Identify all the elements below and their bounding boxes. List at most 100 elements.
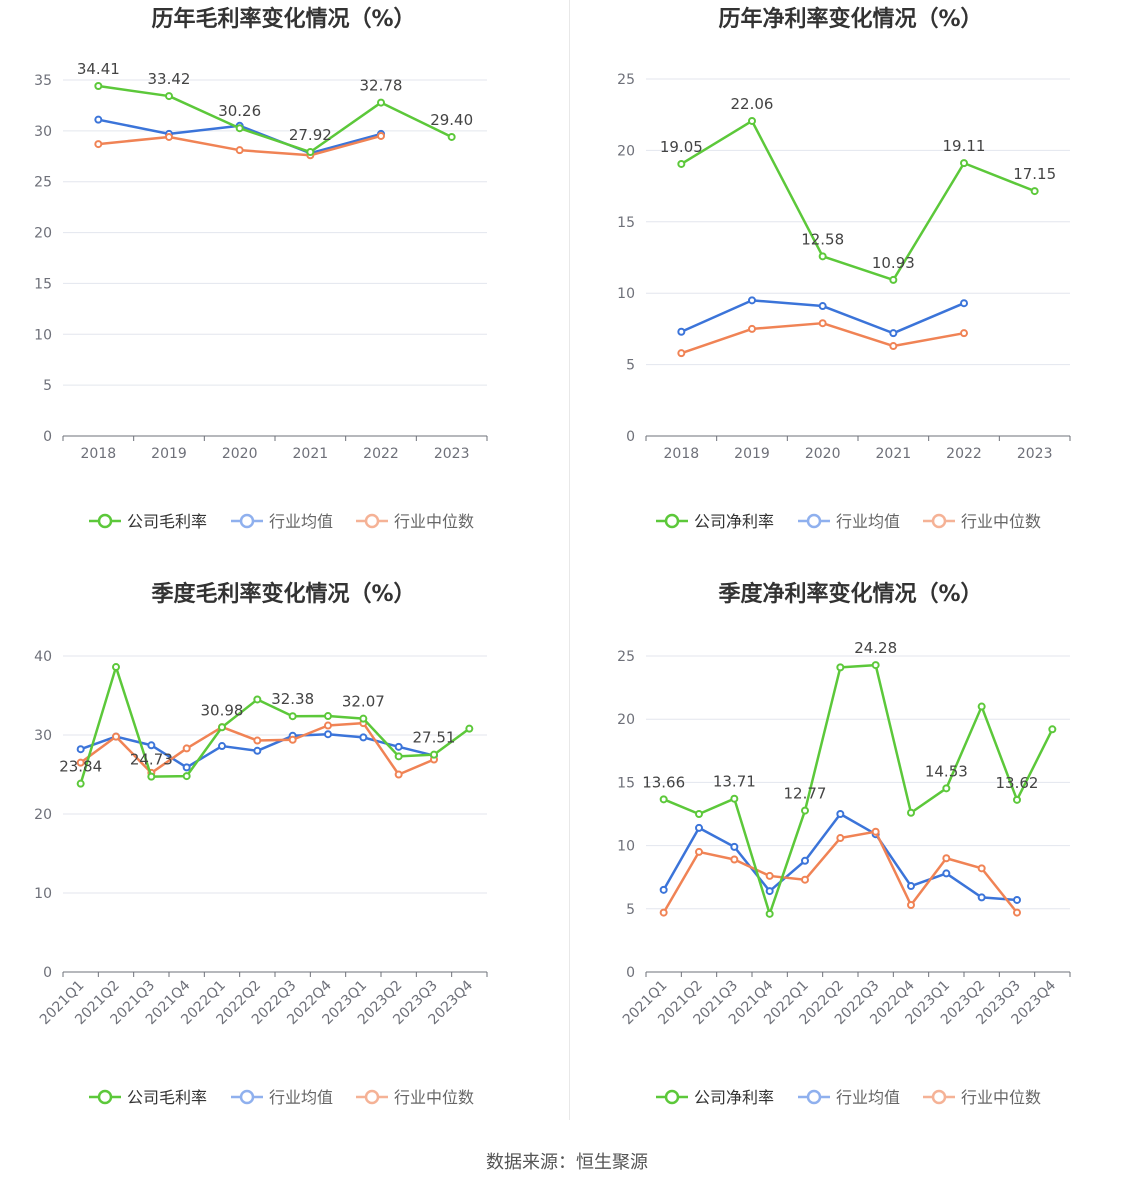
data-point: [977, 893, 986, 902]
y-tick-label: 5: [626, 358, 635, 374]
data-point: [377, 131, 385, 140]
data-label: 27.51: [413, 729, 456, 747]
y-tick-label: 10: [617, 286, 635, 302]
data-point: [836, 810, 845, 818]
legend-label: 行业中位数: [961, 512, 1041, 531]
y-tick-label: 0: [43, 429, 52, 445]
x-tick-label: 2020: [222, 446, 258, 462]
data-point: [818, 319, 827, 328]
series-line: [662, 830, 1018, 914]
legend-marker: [931, 513, 947, 529]
legend-marker: [806, 513, 822, 529]
legend-label: 公司毛利率: [127, 1088, 207, 1107]
legend-item: 公司净利率: [656, 512, 774, 531]
y-tick-label: 20: [34, 807, 52, 823]
legend-label: 公司净利率: [694, 512, 774, 531]
legend-marker: [664, 1089, 680, 1105]
data-point: [253, 746, 262, 755]
data-point: [889, 342, 898, 351]
data-point: [147, 772, 156, 781]
data-point: [730, 794, 739, 803]
data-point: [889, 275, 898, 284]
data-point: [324, 712, 332, 721]
data-point: [165, 92, 173, 101]
y-tick-label: 0: [43, 965, 52, 981]
data-label: 29.40: [430, 111, 473, 129]
x-tick-label: 2019: [734, 446, 770, 462]
data-point: [394, 752, 403, 761]
data-point: [165, 132, 173, 141]
data-point: [907, 901, 915, 910]
panel-divider: [569, 0, 570, 1120]
legend-label: 行业均值: [269, 512, 333, 531]
data-point: [377, 98, 385, 107]
y-tick-label: 25: [617, 72, 635, 88]
data-point: [76, 745, 85, 754]
data-point: [695, 847, 703, 856]
legend-label: 行业均值: [836, 1088, 900, 1107]
data-point: [218, 723, 226, 732]
data-point: [907, 882, 915, 891]
data-label: 32.07: [342, 693, 385, 711]
data-point: [960, 299, 968, 308]
series-line: [663, 663, 1054, 916]
series-line: [680, 119, 1036, 282]
x-tick-label: 2018: [664, 446, 700, 462]
data-point: [765, 909, 774, 918]
y-tick-label: 20: [617, 143, 635, 159]
legend-label: 公司净利率: [694, 1088, 774, 1107]
data-point: [218, 742, 226, 751]
legend-marker: [239, 513, 255, 529]
x-tick-label: 2023: [1017, 446, 1053, 462]
data-point: [801, 875, 809, 884]
data-label: 32.38: [271, 690, 314, 708]
chart-title: 季度净利率变化情况（%）: [718, 581, 982, 607]
data-label: 13.71: [713, 773, 756, 791]
y-tick-label: 5: [43, 378, 52, 394]
data-point: [112, 663, 120, 672]
data-point: [1048, 725, 1057, 734]
y-tick-label: 20: [34, 226, 52, 242]
data-point: [801, 806, 809, 815]
chart-quarterly-gross-margin: 季度毛利率变化情况（%） 0 10 20 30 40 2021Q1 2021Q2 2021Q3 2…: [0, 575, 567, 1150]
legend-item: 行业均值: [231, 512, 333, 531]
legend-label: 行业均值: [269, 1088, 333, 1107]
data-point: [359, 714, 368, 723]
data-point: [977, 702, 986, 711]
legend-marker: [97, 513, 113, 529]
chart-annual-net-margin: 历年净利率变化情况（%） 0 5 10 15 20 25 2018 2019 2020 2021 20…: [567, 0, 1134, 575]
data-point: [677, 349, 686, 358]
y-tick-label: 40: [34, 649, 52, 665]
data-label: 19.11: [943, 137, 986, 155]
data-point: [288, 712, 297, 721]
data-point: [907, 808, 915, 817]
data-point: [889, 329, 898, 338]
legend-label: 行业中位数: [961, 1088, 1041, 1107]
data-point: [659, 908, 668, 917]
y-tick-label: 35: [34, 73, 52, 89]
legend-item: 公司毛利率: [89, 1088, 207, 1107]
legend-label: 行业中位数: [394, 512, 474, 531]
data-point: [76, 758, 85, 767]
data-label: 13.62: [996, 774, 1039, 792]
data-point: [960, 159, 968, 168]
data-point: [871, 827, 880, 836]
data-point: [235, 124, 244, 133]
series-line: [79, 665, 471, 785]
data-point: [659, 885, 668, 894]
data-label: 33.42: [148, 70, 191, 88]
legend-marker: [364, 513, 380, 529]
y-tick-label: 5: [626, 902, 635, 918]
data-point: [801, 856, 809, 865]
chart-svg: 历年毛利率变化情况（%） 0 5 10 15 20 25 30 35 2018 2019 2020 20…: [34, 6, 488, 531]
data-point: [765, 871, 774, 880]
data-label: 30.98: [201, 701, 244, 719]
x-tick-label: 2022: [946, 446, 982, 462]
legend-marker: [664, 513, 680, 529]
data-source-footer: 数据来源：恒生聚源: [486, 1152, 648, 1173]
data-label: 32.78: [360, 77, 403, 95]
y-tick-label: 30: [34, 728, 52, 744]
data-point: [818, 252, 827, 261]
legend-item: 行业中位数: [923, 1088, 1041, 1107]
data-point: [695, 810, 703, 818]
